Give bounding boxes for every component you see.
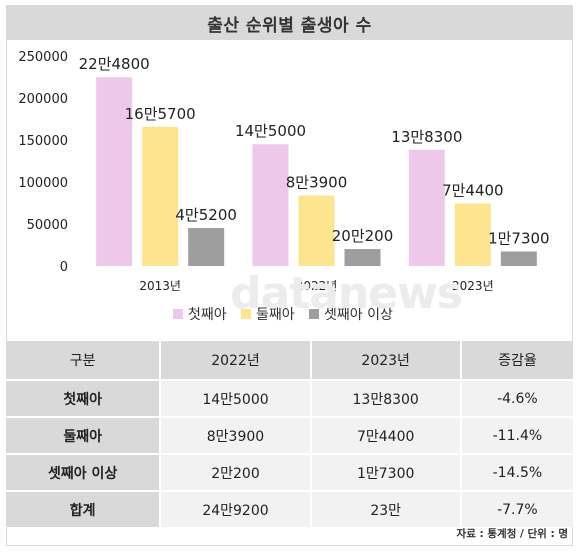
table-cell: 2만200 (160, 453, 312, 491)
legend-swatch (173, 309, 183, 319)
chart-title: 출산 순위별 출생아 수 (207, 15, 372, 36)
y-tick-label: 250000 (18, 50, 68, 65)
table-row: 첫째아 14만5000 13만8300 -4.6% (6, 379, 573, 417)
data-label: 8만3900 (286, 174, 348, 192)
table-cell: -4.6% (460, 379, 573, 417)
data-label: 7만4400 (442, 182, 504, 200)
table-cell: 7만4400 (310, 416, 462, 454)
x-tick-label: 2022년 (296, 279, 338, 293)
legend-swatch (241, 309, 251, 319)
bar (500, 251, 537, 266)
data-table: 구분 2022년 2023년 증감율 첫째아 14만5000 13만8300 -… (6, 341, 573, 527)
bar (252, 144, 289, 266)
legend-swatch (309, 309, 319, 319)
infographic-frame (6, 5, 573, 546)
legend-label: 셋째아 이상 (324, 307, 393, 323)
bar (408, 149, 445, 266)
table-row: 합계 24만9200 23만 -7.7% (6, 490, 573, 527)
y-tick-label: 200000 (18, 92, 68, 107)
table-cell: -11.4% (460, 416, 573, 454)
table-header-row: 구분 2022년 2023년 증감율 (6, 341, 573, 380)
bar (344, 249, 381, 266)
watermark: datanews (230, 268, 463, 319)
table-row: 셋째아 이상 2만200 1만7300 -14.5% (6, 453, 573, 491)
y-tick-label: 50000 (27, 218, 68, 233)
data-label: 1만7300 (488, 229, 550, 247)
table-cell: 24만9200 (160, 490, 312, 527)
legend-label: 둘째아 (256, 307, 295, 323)
table-cell: -14.5% (460, 453, 573, 491)
table-header: 2022년 (160, 341, 312, 380)
bar-chart: 0 50000 100000 150000 200000 250000 22만4800 16만… (18, 50, 550, 323)
title-bar: 출산 순위별 출생아 수 (6, 6, 573, 40)
table-header: 증감율 (460, 341, 573, 380)
table-row: 둘째아 8만3900 7만4400 -11.4% (6, 416, 573, 454)
data-label: 14만5000 (235, 122, 306, 140)
row-label: 둘째아 (6, 416, 162, 454)
x-tick-label: 2023년 (452, 279, 494, 293)
y-tick-label: 0 (60, 260, 68, 275)
bar (298, 195, 335, 266)
data-label: 4만5200 (175, 206, 237, 224)
bar (142, 126, 179, 266)
data-label: 13만8300 (391, 128, 462, 146)
table-cell: 13만8300 (310, 379, 462, 417)
row-label: 셋째아 이상 (6, 453, 162, 491)
legend-label: 첫째아 (188, 307, 227, 323)
source-note: 자료 : 통계청 / 단위 : 명 (456, 528, 568, 540)
data-label: 16만5700 (125, 105, 196, 123)
row-label: 첫째아 (6, 379, 162, 417)
chart-area: 0 50000 100000 150000 200000 250000 22만4800 16만… (6, 40, 573, 338)
y-tick-label: 150000 (18, 134, 68, 149)
data-label: 20만200 (332, 227, 394, 245)
table-cell: 1만7300 (310, 453, 462, 491)
table-header: 2023년 (310, 341, 462, 380)
bar (188, 228, 225, 266)
table-cell: 14만5000 (160, 379, 312, 417)
row-label: 합계 (6, 490, 162, 527)
table-cell: 8만3900 (160, 416, 312, 454)
y-tick-label: 100000 (18, 176, 68, 191)
table-header: 구분 (6, 341, 162, 380)
bar (96, 77, 133, 266)
data-label: 22만4800 (79, 55, 150, 73)
table-cell: -7.7% (460, 490, 573, 527)
x-tick-label: 2013년 (139, 279, 181, 293)
table-cell: 23만 (310, 490, 462, 527)
bar (454, 203, 491, 266)
